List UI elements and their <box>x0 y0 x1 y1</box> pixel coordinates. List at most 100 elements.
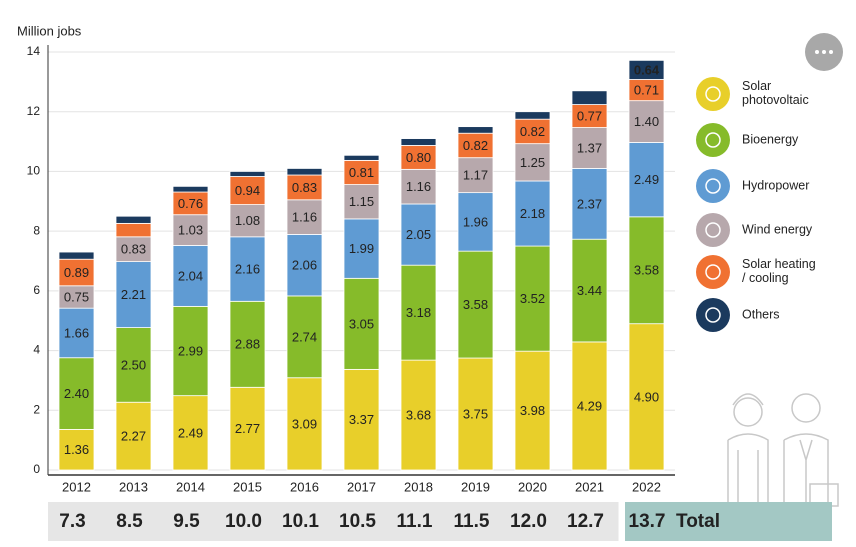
total-value: 10.1 <box>282 511 319 532</box>
legend-swatch <box>696 77 730 111</box>
bar-segment <box>514 143 551 182</box>
data-label: 1.37 <box>577 140 602 155</box>
bar-segment <box>400 359 437 471</box>
total-cell <box>504 502 562 541</box>
data-label: 3.58 <box>463 297 488 312</box>
data-label: 1.16 <box>292 210 317 225</box>
data-label: 4.90 <box>634 389 659 404</box>
total-value: 11.5 <box>454 511 490 532</box>
bar-segment <box>172 395 209 471</box>
total-value: 12.0 <box>510 511 547 532</box>
bar-segment <box>571 168 608 240</box>
legend-label: Solar photovoltaic <box>742 79 809 107</box>
bar-segment <box>58 357 95 430</box>
legend-label: Hydropower <box>742 178 809 192</box>
x-tick-label: 2014 <box>176 479 205 494</box>
legend-swatch <box>696 298 730 332</box>
data-label: 2.77 <box>235 421 260 436</box>
legend-label-line: photovoltaic <box>742 93 809 107</box>
data-label: 2.27 <box>121 429 146 444</box>
data-label: 0.82 <box>520 124 545 139</box>
data-label: 1.96 <box>463 214 488 229</box>
legend-label: Wind energy <box>742 222 813 236</box>
bar-segment <box>286 234 323 297</box>
data-label: 2.49 <box>634 172 659 187</box>
total-value: 9.5 <box>173 511 200 532</box>
legend-label: Others <box>742 307 780 321</box>
x-tick-label: 2012 <box>62 479 91 494</box>
data-label: 2.49 <box>178 425 203 440</box>
bar-segment <box>514 245 551 352</box>
data-label: 2.40 <box>64 386 89 401</box>
total-value: 11.1 <box>397 511 433 532</box>
total-value: 13.7 <box>629 511 666 532</box>
legend-label-line: Solar <box>742 79 771 93</box>
data-label: 0.94 <box>235 183 260 198</box>
more-button[interactable] <box>805 33 843 71</box>
data-label: 0.82 <box>463 138 488 153</box>
bar-segment <box>58 428 95 471</box>
bar-segment <box>229 176 266 205</box>
data-label: 4.29 <box>577 398 602 413</box>
legend-label: Bioenergy <box>742 132 799 146</box>
total-label: Total <box>676 511 720 532</box>
data-label: 0.76 <box>178 196 203 211</box>
legend-swatch <box>696 169 730 203</box>
x-tick-label: 2016 <box>290 479 319 494</box>
data-label: 2.50 <box>121 357 146 372</box>
legend-icon <box>705 307 721 323</box>
x-tick-label: 2020 <box>518 479 547 494</box>
data-label: 2.99 <box>178 343 203 358</box>
total-cell <box>333 502 391 541</box>
data-label: 3.58 <box>634 263 659 278</box>
bar-segment <box>172 214 209 246</box>
y-axis-label: Million jobs <box>17 23 82 38</box>
bar-segment <box>457 250 494 359</box>
y-tick-label: 10 <box>27 164 41 178</box>
data-label: 2.05 <box>406 227 431 242</box>
data-label: 0.64 <box>634 62 660 77</box>
total-cell <box>276 502 334 541</box>
bar-segment <box>115 236 152 262</box>
data-label: 3.37 <box>349 412 374 427</box>
bar-segment <box>286 377 323 471</box>
bar-segment <box>343 218 380 279</box>
bar-segment <box>58 258 95 287</box>
data-label: 3.44 <box>577 283 602 298</box>
legend-icon <box>705 132 721 148</box>
bar-segment <box>514 111 551 120</box>
bar-segment <box>115 215 152 224</box>
total-value: 8.5 <box>116 511 143 532</box>
bar-segment <box>343 154 380 161</box>
bar-segment <box>628 59 665 80</box>
legend-label-line: / cooling <box>742 271 789 285</box>
bar-segment <box>514 350 551 471</box>
bar-segment <box>628 216 665 325</box>
data-label: 1.15 <box>349 194 374 209</box>
total-cell <box>105 502 163 541</box>
legend-icon <box>705 178 721 194</box>
total-value: 10.5 <box>339 511 376 532</box>
data-label: 2.04 <box>178 268 203 283</box>
data-label: 2.37 <box>577 196 602 211</box>
data-label: 0.80 <box>406 150 431 165</box>
data-label: 2.06 <box>292 258 317 273</box>
bar-segment <box>58 251 95 260</box>
y-tick-label: 2 <box>33 402 40 416</box>
legend-swatch <box>696 255 730 289</box>
legend-label-line: Solar heating <box>742 257 816 271</box>
data-label: 0.71 <box>634 83 659 98</box>
bar-segment <box>457 357 494 471</box>
x-tick-label: 2018 <box>404 479 433 494</box>
bar-segment <box>400 203 437 266</box>
y-tick-label: 8 <box>33 223 40 237</box>
bar-segment <box>115 222 152 238</box>
data-label: 1.36 <box>64 442 89 457</box>
data-label: 3.68 <box>406 408 431 423</box>
x-tick-label: 2017 <box>347 479 376 494</box>
data-label: 2.16 <box>235 261 260 276</box>
data-label: 1.16 <box>406 179 431 194</box>
data-label: 0.83 <box>292 180 317 195</box>
data-label: 1.40 <box>634 114 659 129</box>
